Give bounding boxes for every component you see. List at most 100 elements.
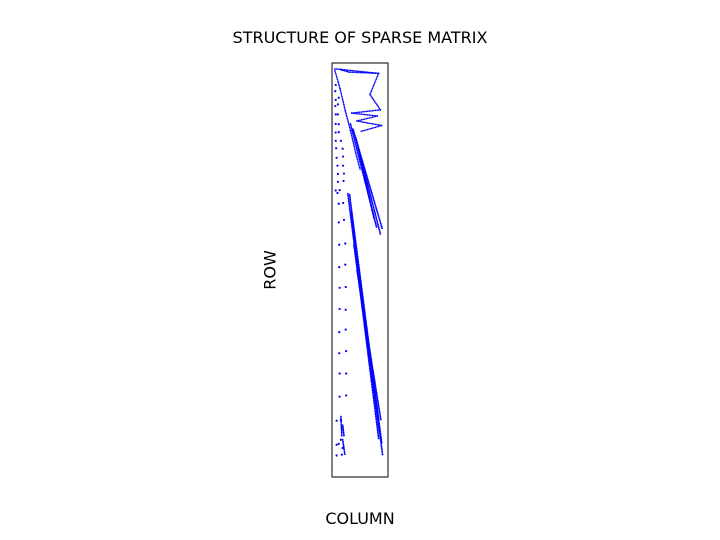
nonzero-mark <box>368 189 371 192</box>
nonzero-mark <box>376 394 378 397</box>
nonzero-mark <box>337 81 340 84</box>
nonzero-mark <box>367 117 369 120</box>
nonzero-mark <box>363 71 365 74</box>
nonzero-mark <box>337 123 340 126</box>
nonzero-mark <box>349 128 351 130</box>
nonzero-mark <box>353 147 356 149</box>
nonzero-mark <box>377 425 380 428</box>
nonzero-mark <box>350 209 353 212</box>
nonzero-mark <box>336 172 339 176</box>
nonzero-mark <box>378 409 381 411</box>
nonzero-mark <box>369 201 372 204</box>
nonzero-mark <box>376 105 379 107</box>
nonzero-mark <box>346 115 348 118</box>
nonzero-mark <box>358 153 361 156</box>
nonzero-mark <box>370 360 373 363</box>
nonzero-mark <box>348 204 351 206</box>
nonzero-mark <box>373 404 376 407</box>
nonzero-mark <box>357 266 360 269</box>
nonzero-mark <box>376 399 379 402</box>
nonzero-mark <box>355 70 358 72</box>
nonzero-mark <box>342 103 345 106</box>
nonzero-mark <box>366 72 368 74</box>
nonzero-mark <box>358 152 361 154</box>
nonzero-mark <box>364 179 367 182</box>
nonzero-mark <box>352 112 355 115</box>
nonzero-mark <box>371 363 373 366</box>
nonzero-mark <box>350 212 353 215</box>
nonzero-mark <box>362 311 365 314</box>
nonzero-mark <box>381 453 384 456</box>
nonzero-mark <box>369 72 372 74</box>
nonzero-mark <box>352 69 355 72</box>
nonzero-mark <box>378 428 381 431</box>
nonzero-mark <box>350 127 353 130</box>
nonzero-mark <box>357 145 359 148</box>
nonzero-mark <box>350 131 352 133</box>
nonzero-mark <box>371 97 374 100</box>
nonzero-mark <box>359 119 361 121</box>
nonzero-mark <box>356 156 358 159</box>
nonzero-mark <box>358 166 361 169</box>
nonzero-mark <box>372 206 375 209</box>
nonzero-mark <box>373 114 375 117</box>
nonzero-mark <box>359 120 361 123</box>
nonzero-mark <box>374 115 377 118</box>
nonzero-mark <box>372 371 375 374</box>
nonzero-mark <box>360 162 363 165</box>
nonzero-mark <box>367 343 370 345</box>
nonzero-mark <box>358 283 361 286</box>
nonzero-mark <box>375 420 378 422</box>
nonzero-mark <box>374 80 377 82</box>
nonzero-mark <box>338 189 341 192</box>
nonzero-mark <box>339 89 342 92</box>
nonzero-mark <box>351 69 353 72</box>
nonzero-mark <box>377 225 380 228</box>
nonzero-mark <box>335 68 338 70</box>
nonzero-mark <box>354 258 357 261</box>
nonzero-mark <box>342 164 345 167</box>
nonzero-mark <box>367 338 369 341</box>
nonzero-mark <box>376 424 378 427</box>
nonzero-mark <box>381 450 384 453</box>
nonzero-mark <box>337 131 340 134</box>
nonzero-mark <box>335 454 338 457</box>
nonzero-mark <box>380 225 383 228</box>
nonzero-mark <box>342 446 345 449</box>
nonzero-mark <box>373 376 375 378</box>
nonzero-mark <box>340 431 343 434</box>
nonzero-mark <box>374 382 376 385</box>
nonzero-mark <box>377 72 380 75</box>
nonzero-mark <box>345 69 347 71</box>
nonzero-mark <box>365 328 368 331</box>
nonzero-mark <box>360 161 363 164</box>
nonzero-mark <box>363 313 365 315</box>
nonzero-mark <box>364 118 366 120</box>
nonzero-mark <box>347 197 350 200</box>
nonzero-mark <box>373 83 376 85</box>
nonzero-mark <box>351 71 354 74</box>
nonzero-mark <box>348 125 351 127</box>
nonzero-mark <box>370 116 372 119</box>
nonzero-mark <box>355 264 358 267</box>
nonzero-mark <box>350 214 353 217</box>
nonzero-mark <box>354 112 356 115</box>
nonzero-mark <box>353 236 356 239</box>
nonzero-mark <box>377 405 380 408</box>
nonzero-mark <box>362 306 364 309</box>
nonzero-mark <box>340 415 342 418</box>
nonzero-mark <box>348 123 350 126</box>
nonzero-mark <box>356 255 358 258</box>
nonzero-mark <box>377 74 379 76</box>
nonzero-mark <box>340 417 342 420</box>
nonzero-mark <box>376 109 378 111</box>
nonzero-mark <box>358 281 360 284</box>
nonzero-mark <box>362 111 364 113</box>
nonzero-mark <box>359 292 362 295</box>
nonzero-mark <box>367 190 369 193</box>
nonzero-mark <box>376 429 379 432</box>
nonzero-mark <box>358 164 360 167</box>
nonzero-mark <box>364 72 367 74</box>
nonzero-mark <box>340 420 343 423</box>
